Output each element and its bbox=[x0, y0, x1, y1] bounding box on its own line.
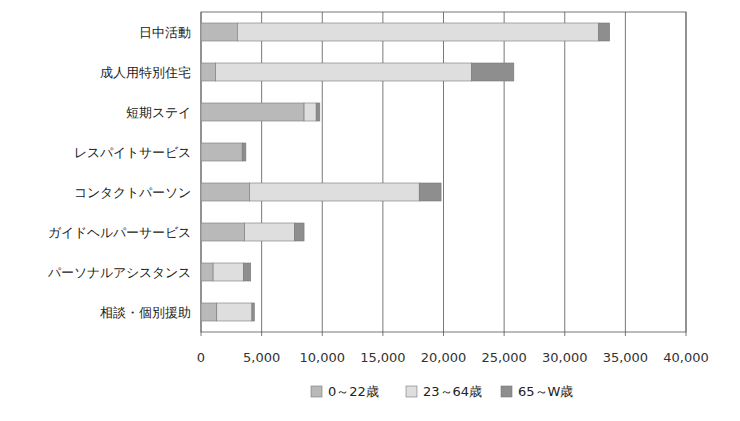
bar-segment bbox=[201, 183, 250, 201]
bar-segment bbox=[304, 103, 316, 121]
bar-segment bbox=[201, 223, 245, 241]
tick-mark bbox=[443, 332, 444, 336]
bar-segment bbox=[201, 23, 237, 41]
bar-segment bbox=[419, 183, 441, 201]
bar-segment bbox=[201, 303, 217, 321]
legend-label: 65～W歳 bbox=[518, 384, 573, 399]
bar-segment bbox=[252, 303, 254, 321]
bar-segment bbox=[245, 223, 295, 241]
bar-segment bbox=[213, 263, 243, 281]
tick-label: 5,000 bbox=[243, 350, 280, 365]
grid-line bbox=[322, 12, 323, 332]
chart: 0 5,000 10,000 15,000 20,000 25,000 30,000 35,0… bbox=[0, 0, 740, 421]
legend-swatch bbox=[311, 386, 322, 397]
category-label: 成人用特別住宅 bbox=[100, 65, 191, 80]
category-label: コンタクトパーソン bbox=[74, 185, 191, 200]
legend-swatch bbox=[406, 386, 417, 397]
tick-label: 0 bbox=[197, 350, 205, 365]
tick-mark bbox=[625, 332, 626, 336]
tick-mark bbox=[382, 332, 383, 336]
grid-line bbox=[443, 12, 444, 332]
tick-label: 20,000 bbox=[421, 350, 467, 365]
bars bbox=[201, 23, 610, 321]
bar-segment bbox=[471, 63, 513, 81]
bar-segment bbox=[201, 63, 216, 81]
category-label: 相談・個別援助 bbox=[100, 305, 191, 320]
grid-line bbox=[504, 12, 505, 332]
tick-mark bbox=[686, 332, 687, 336]
legend-swatch bbox=[501, 386, 512, 397]
legend-label: 23～64歳 bbox=[423, 384, 482, 399]
tick-label: 10,000 bbox=[300, 350, 346, 365]
tick-label: 25,000 bbox=[481, 350, 527, 365]
bar-segment bbox=[201, 143, 242, 161]
category-label: パーソナルアシスタンス bbox=[47, 265, 191, 280]
grid-line bbox=[382, 12, 383, 332]
tick-mark bbox=[504, 332, 505, 336]
tick-mark bbox=[322, 332, 323, 336]
tick-label: 35,000 bbox=[603, 350, 649, 365]
category-label: レスパイトサービス bbox=[74, 145, 191, 160]
tick-label: 30,000 bbox=[542, 350, 588, 365]
tick-mark bbox=[564, 332, 565, 336]
grid-line bbox=[625, 12, 626, 332]
tick-mark bbox=[261, 332, 262, 336]
legend: 0～22歳 23～64歳 65～W歳 bbox=[311, 384, 573, 399]
bar-segment bbox=[216, 63, 472, 81]
bar-segment bbox=[237, 23, 598, 41]
category-label: 短期ステイ bbox=[126, 105, 191, 120]
bar-segment bbox=[242, 143, 246, 161]
category-label: 日中活動 bbox=[139, 25, 191, 40]
tick-label: 15,000 bbox=[360, 350, 406, 365]
grid-line bbox=[261, 12, 262, 332]
bar-segment bbox=[217, 303, 252, 321]
tick-mark bbox=[201, 332, 202, 336]
legend-label: 0～22歳 bbox=[328, 384, 379, 399]
bar-segment bbox=[294, 223, 304, 241]
bar-segment bbox=[243, 263, 250, 281]
bar-segment bbox=[599, 23, 610, 41]
category-label: ガイドヘルパーサービス bbox=[48, 225, 191, 240]
plot-frame bbox=[201, 12, 686, 332]
bar-segment bbox=[316, 103, 320, 121]
grid-line bbox=[564, 12, 565, 332]
bar-segment bbox=[250, 183, 420, 201]
bar-segment bbox=[201, 103, 304, 121]
bar-segment bbox=[201, 263, 213, 281]
tick-label: 40,000 bbox=[663, 350, 709, 365]
